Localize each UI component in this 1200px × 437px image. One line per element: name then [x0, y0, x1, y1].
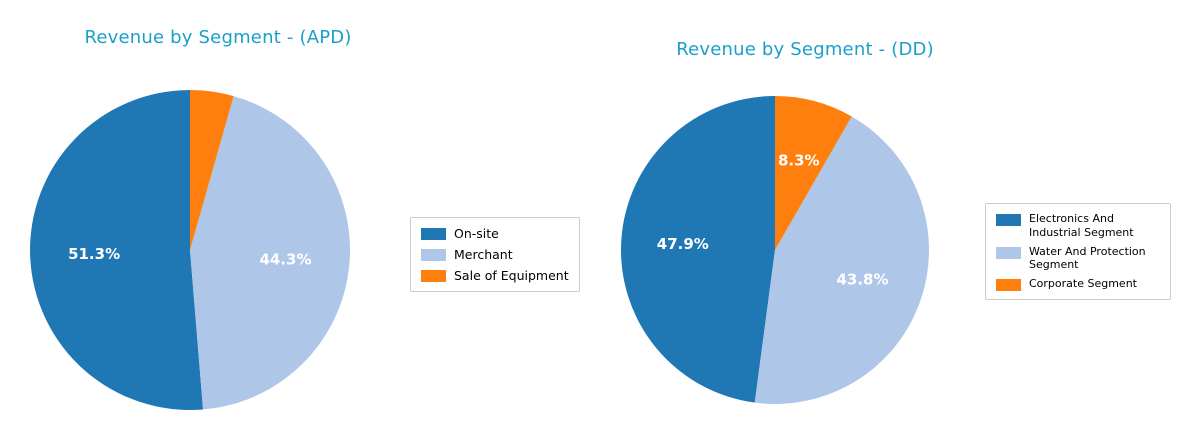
legend-item: Corporate Segment [996, 277, 1160, 291]
legend-swatch [421, 270, 446, 282]
chart-title-dd: Revenue by Segment - (DD) [676, 39, 934, 60]
pie-slice [190, 96, 350, 410]
pie-percent-label: 43.8% [836, 271, 888, 289]
legend-item: On-site [421, 226, 569, 241]
pie-slice [775, 96, 852, 250]
legend-swatch [996, 214, 1021, 226]
legend-label: Electronics And Industrial Segment [1029, 212, 1134, 239]
pie-percent-label: 51.3% [68, 245, 120, 263]
pie-slice [621, 96, 775, 403]
legend-item: Merchant [421, 247, 569, 262]
legend-swatch [996, 246, 1021, 259]
legend-label: Sale of Equipment [454, 268, 569, 283]
legend-item: Water And Protection Segment [996, 245, 1160, 273]
legend-label: Corporate Segment [1029, 277, 1137, 290]
chart-title-apd: Revenue by Segment - (APD) [84, 27, 352, 48]
legend-swatch [996, 279, 1021, 291]
legend-apd: On-site Merchant Sale of Equipment [410, 217, 580, 292]
legend-label: Merchant [454, 247, 513, 262]
pie-slice [30, 90, 204, 410]
legend-label: On-site [454, 226, 499, 241]
legend-label: Water And Protection Segment [1029, 244, 1146, 272]
legend-item: Electronics And Industrial Segment [996, 212, 1160, 240]
legend-item: Sale of Equipment [421, 268, 569, 283]
legend-swatch [421, 249, 446, 261]
pie-slice [754, 116, 929, 404]
legend-dd: Electronics And Industrial Segment Water … [985, 203, 1171, 300]
pie-percent-label: 44.3% [259, 250, 311, 268]
pie-percent-label: 8.3% [778, 152, 820, 170]
pie-percent-label: 47.9% [657, 235, 709, 253]
pie-slice [190, 90, 234, 250]
legend-swatch [421, 228, 446, 240]
